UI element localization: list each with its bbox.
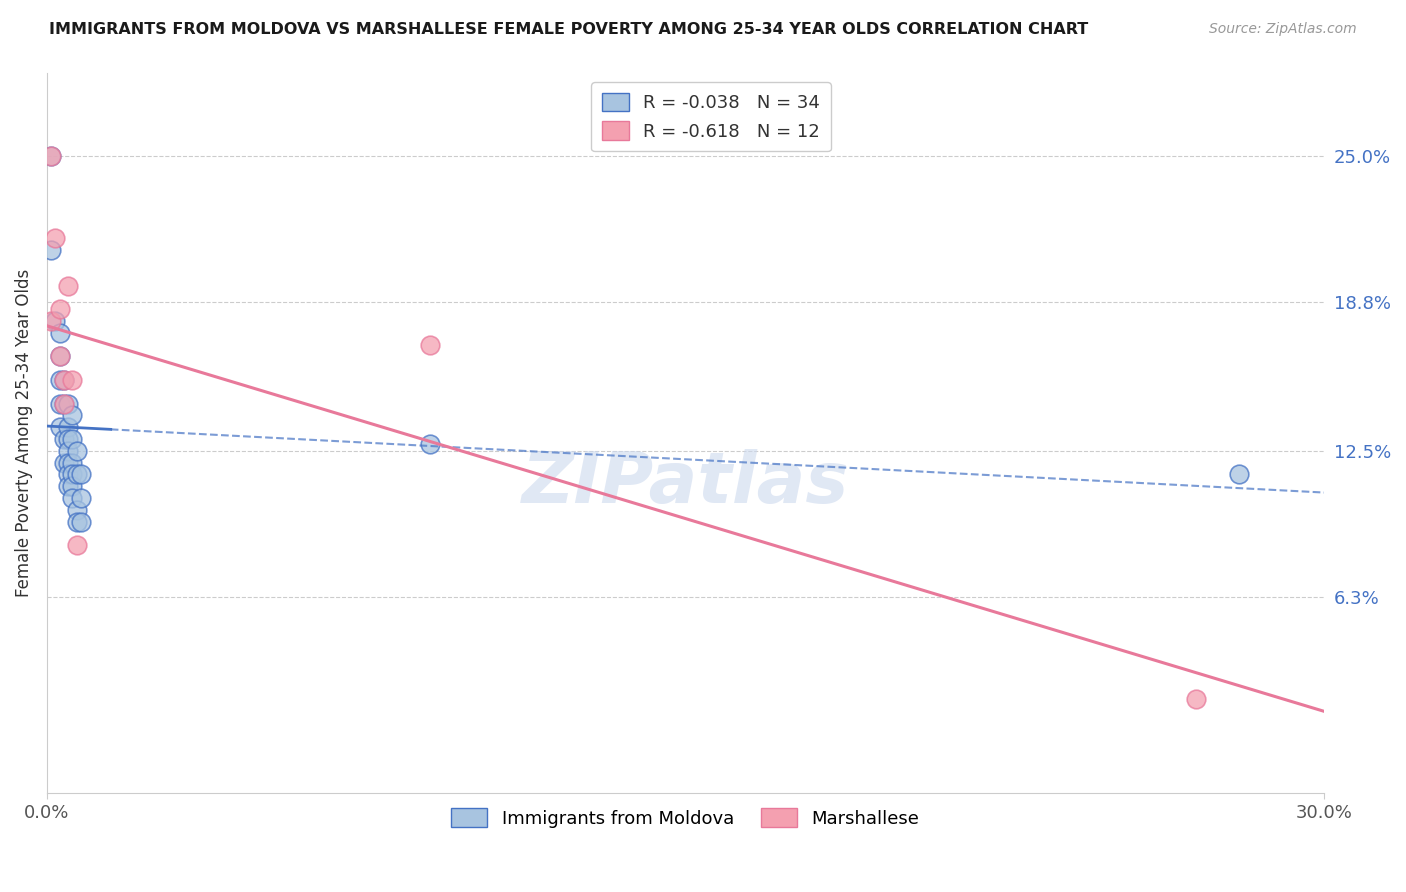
Point xyxy=(52,373,75,387)
Point xyxy=(52,397,75,411)
Point xyxy=(39,148,62,162)
Point xyxy=(56,443,79,458)
Point xyxy=(62,456,84,470)
Text: IMMIGRANTS FROM MOLDOVA VS MARSHALLESE FEMALE POVERTY AMONG 25-34 YEAR OLDS CORR: IMMIGRANTS FROM MOLDOVA VS MARSHALLESE F… xyxy=(49,22,1088,37)
Point xyxy=(62,491,84,505)
Point xyxy=(48,326,70,340)
Point xyxy=(39,243,62,257)
Point xyxy=(56,432,79,446)
Point xyxy=(56,456,79,470)
Point xyxy=(419,437,441,451)
Point xyxy=(419,337,441,351)
Point xyxy=(66,515,89,529)
Point xyxy=(1185,691,1208,706)
Point xyxy=(52,432,75,446)
Point xyxy=(62,409,84,423)
Point xyxy=(39,148,62,162)
Text: Source: ZipAtlas.com: Source: ZipAtlas.com xyxy=(1209,22,1357,37)
Point xyxy=(62,467,84,482)
Point xyxy=(39,314,62,328)
Point xyxy=(48,373,70,387)
Point xyxy=(56,397,79,411)
Point xyxy=(56,420,79,434)
Point xyxy=(56,278,79,293)
Point xyxy=(56,479,79,493)
Point xyxy=(1227,467,1250,482)
Point xyxy=(44,231,66,245)
Point xyxy=(52,397,75,411)
Point xyxy=(70,467,93,482)
Point xyxy=(62,432,84,446)
Point xyxy=(56,467,79,482)
Point xyxy=(66,467,89,482)
Point xyxy=(66,503,89,517)
Point xyxy=(52,456,75,470)
Legend: Immigrants from Moldova, Marshallese: Immigrants from Moldova, Marshallese xyxy=(444,801,927,835)
Point xyxy=(52,373,75,387)
Point xyxy=(62,479,84,493)
Point xyxy=(48,397,70,411)
Point xyxy=(70,491,93,505)
Y-axis label: Female Poverty Among 25-34 Year Olds: Female Poverty Among 25-34 Year Olds xyxy=(15,269,32,598)
Point xyxy=(70,515,93,529)
Point xyxy=(48,420,70,434)
Point xyxy=(62,373,84,387)
Point xyxy=(48,350,70,364)
Point xyxy=(44,314,66,328)
Point xyxy=(66,443,89,458)
Point xyxy=(48,350,70,364)
Text: ZIPatlas: ZIPatlas xyxy=(522,449,849,518)
Point xyxy=(66,538,89,552)
Point xyxy=(48,302,70,317)
